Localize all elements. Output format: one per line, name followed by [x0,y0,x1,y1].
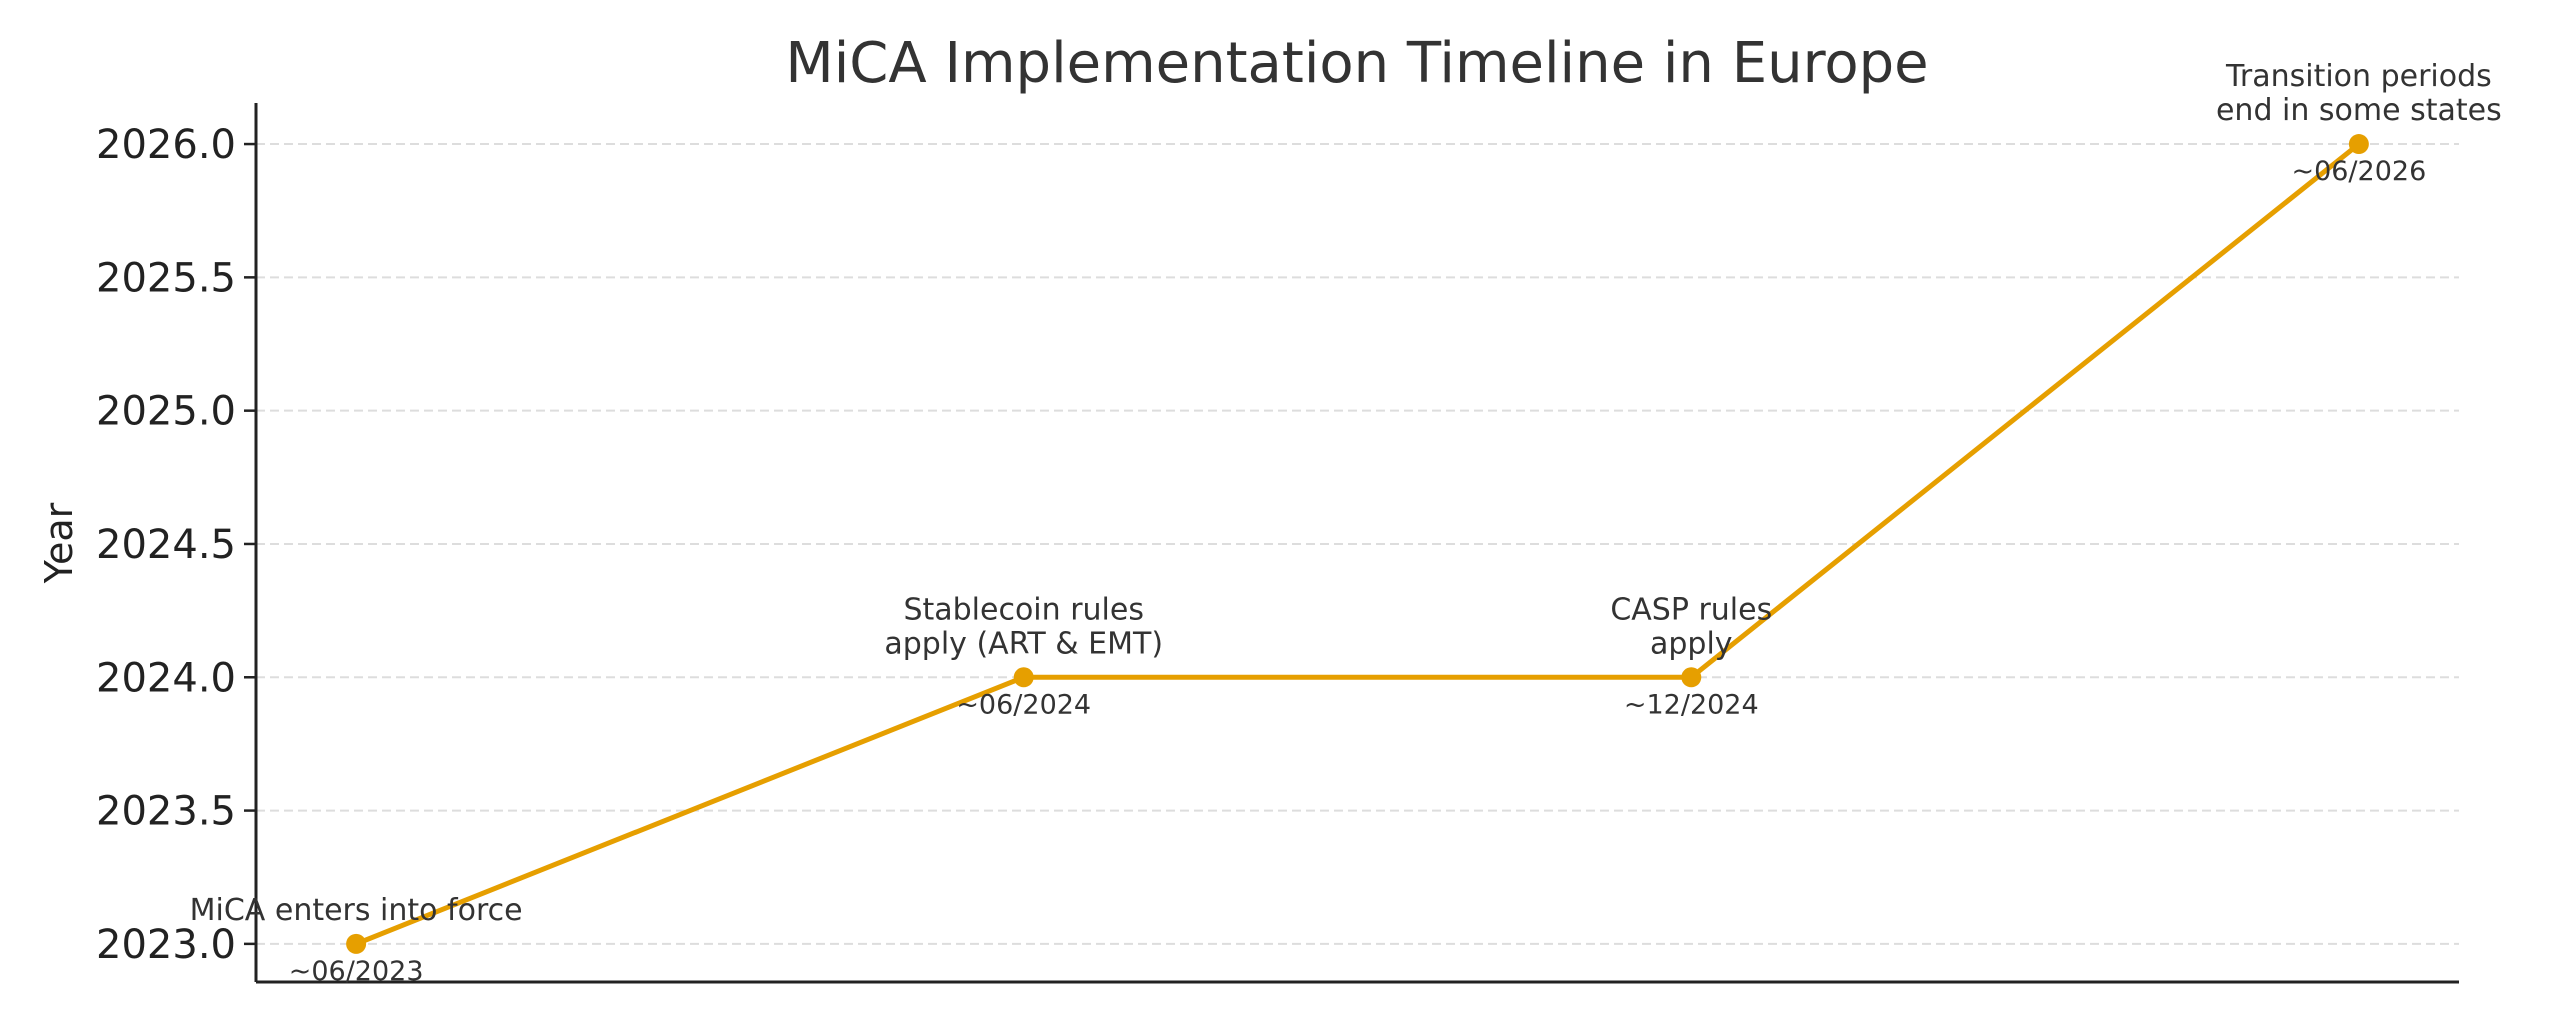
date-label: ~12/2024 [1624,689,1759,720]
y-tick-label: 2026.0 [96,122,236,168]
date-label: ~06/2023 [289,956,424,987]
data-point [2348,134,2369,155]
chart-title: MiCA Implementation Timeline in Europe [785,31,1928,96]
annotation-label: CASP rules [1610,592,1772,627]
annotation-label: Transition periods [2225,59,2492,94]
annotation-label: MiCA enters into force [190,893,523,928]
data-point [1013,667,1034,688]
y-tick-label: 2023.5 [96,789,236,835]
y-tick-label: 2023.0 [96,922,236,968]
date-label: ~06/2024 [956,689,1091,720]
y-tick-label: 2025.5 [96,255,236,301]
y-tick-label: 2024.0 [96,655,236,701]
series-line [355,142,2361,947]
y-tick-label: 2024.5 [96,522,236,568]
annotation-label: apply (ART & EMT) [884,626,1163,661]
annotation-label: end in some states [2216,93,2502,128]
data-point [1681,667,1702,688]
y-axis-label: Year [37,502,81,584]
annotation-label: Stablecoin rules [903,592,1144,627]
y-tick-label: 2025.0 [96,389,236,435]
annotation-label: apply [1650,626,1733,661]
data-point [346,933,367,954]
date-label: ~06/2026 [2291,156,2426,187]
